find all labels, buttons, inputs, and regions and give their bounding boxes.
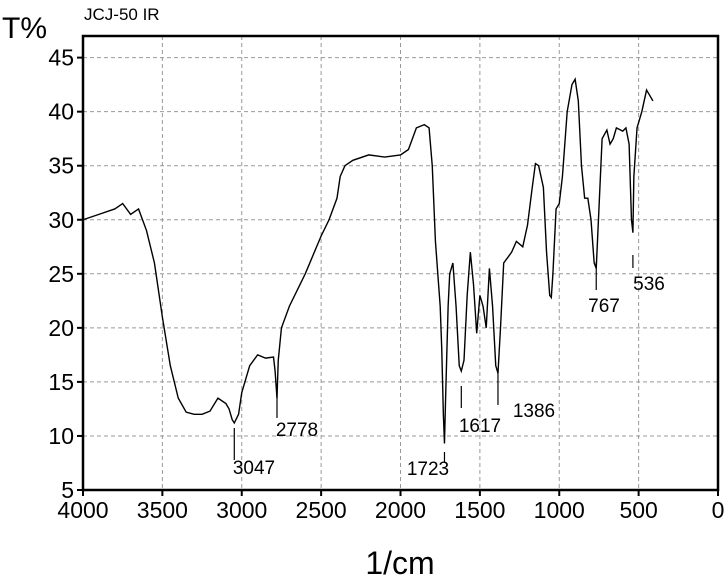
y-tick-label: 35 [48, 153, 74, 179]
y-tick-label: 45 [48, 45, 74, 71]
x-tick-label: 1500 [454, 497, 505, 523]
x-tick-label: 500 [619, 497, 657, 523]
x-tick-label: 0 [712, 497, 725, 523]
x-tick-label: 4000 [57, 497, 108, 523]
spectrum-line [83, 79, 653, 443]
peak-label: 3047 [233, 458, 275, 479]
y-tick-label: 30 [48, 207, 74, 233]
peak-label: 1386 [513, 401, 555, 422]
x-tick-label: 3000 [216, 497, 267, 523]
peak-label: 2778 [276, 420, 318, 441]
x-tick-label: 2000 [375, 497, 426, 523]
peak-label: 536 [633, 274, 665, 295]
y-tick-label: 15 [48, 369, 74, 395]
peak-label: 1617 [459, 416, 501, 437]
peak-label: 767 [588, 296, 620, 317]
chart-title: JCJ-50 IR [84, 5, 160, 24]
y-tick-label: 25 [48, 261, 74, 287]
y-axis-label: T% [2, 12, 47, 45]
y-tick-label: 40 [48, 99, 74, 125]
y-tick-label: 10 [48, 423, 74, 449]
x-tick-label: 3500 [137, 497, 188, 523]
x-tick-label: 2500 [296, 497, 347, 523]
peak-label: 1723 [407, 459, 449, 480]
x-axis-label: 1/cm [365, 545, 434, 581]
y-tick-label: 20 [48, 315, 74, 341]
x-tick-label: 1000 [534, 497, 585, 523]
chart: JCJ-50 IR T% 1/cm 5101520253035404540003… [0, 0, 727, 581]
